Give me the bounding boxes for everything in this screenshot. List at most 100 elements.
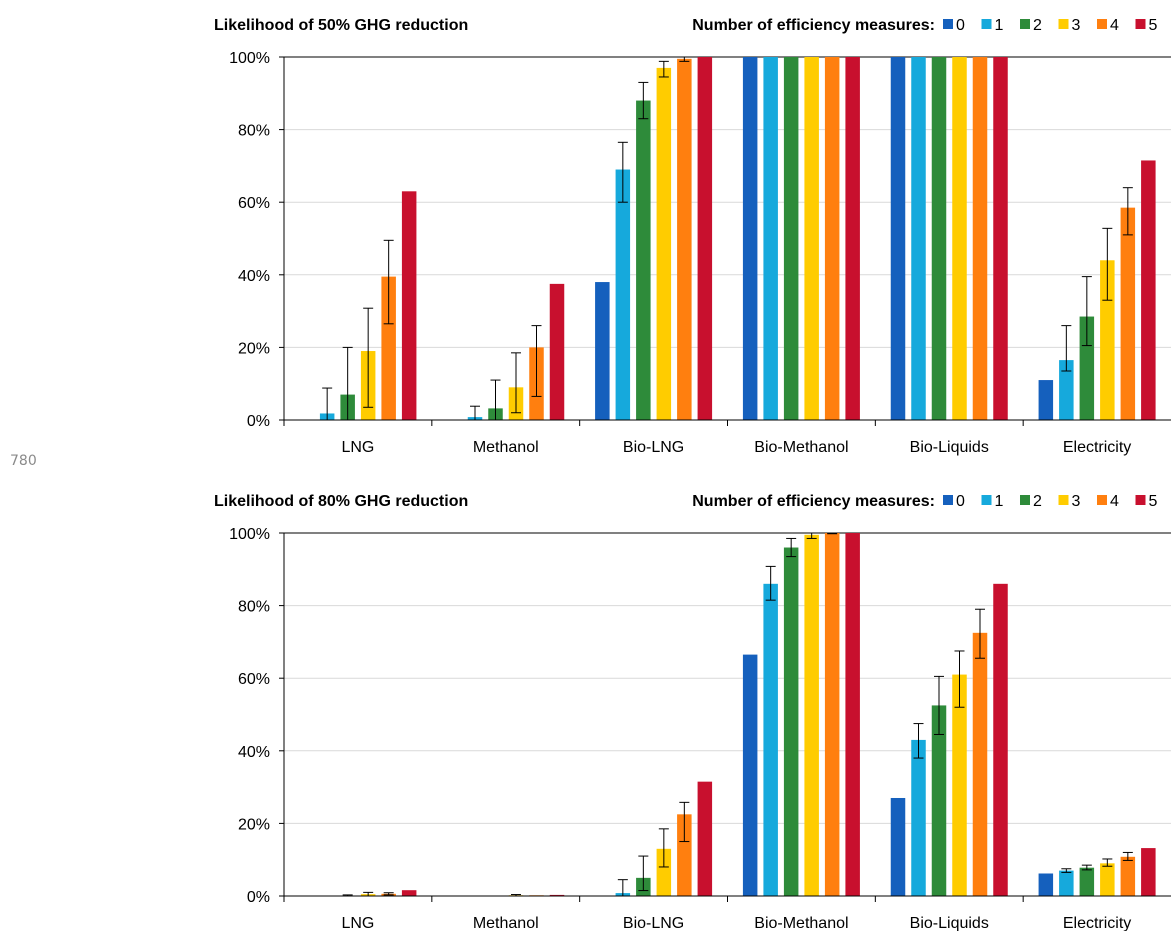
bar (742, 57, 758, 420)
bar (911, 57, 926, 420)
category-label: Bio-Methanol (754, 439, 848, 456)
chart-panel-1: Likelihood of 50% GHG reduction Number of… (214, 17, 1171, 456)
legend-swatch (1135, 19, 1146, 29)
legend-label: 5 (1149, 17, 1158, 34)
bar (615, 169, 631, 420)
category-label: LNG (341, 915, 374, 931)
legend-label: 2 (1033, 17, 1042, 34)
legend-label: 1 (995, 493, 1004, 510)
legend-swatch (943, 19, 953, 29)
bar (824, 533, 840, 896)
bar (1059, 360, 1074, 420)
legend-swatch (1135, 495, 1146, 505)
bar (677, 58, 692, 420)
legend-swatch (1020, 19, 1030, 29)
bar (697, 781, 713, 896)
bar (401, 890, 417, 896)
legend-label: 1 (995, 17, 1004, 34)
bar (804, 534, 819, 896)
category-label: Electricity (1063, 915, 1131, 931)
bar (1120, 207, 1136, 420)
bar (1120, 856, 1136, 896)
bar (824, 57, 840, 420)
legend-label: 3 (1072, 17, 1081, 34)
bar (845, 533, 860, 896)
bar (595, 282, 610, 420)
chart-title: Likelihood of 50% GHG reduction (214, 17, 468, 34)
legend-swatch (1020, 495, 1030, 505)
y-tick-label: 40% (238, 268, 270, 285)
bar (549, 283, 565, 420)
y-tick-label: 100% (229, 50, 270, 67)
bar (677, 814, 692, 896)
legend-title: Number of efficiency measures: (692, 17, 935, 34)
legend-label: 2 (1033, 493, 1042, 510)
bar (1059, 870, 1074, 896)
category-label: Bio-LNG (623, 915, 684, 931)
category-label: Bio-Liquids (910, 915, 989, 931)
y-tick-label: 100% (229, 526, 270, 543)
chart-panel-2: Likelihood of 80% GHG reduction Number of… (214, 493, 1171, 931)
category-label: Bio-Methanol (754, 915, 848, 931)
bar (636, 100, 651, 420)
y-tick-label: 0% (247, 413, 270, 430)
bar (911, 739, 926, 896)
legend-label: 4 (1110, 493, 1119, 510)
legend-swatch (1058, 19, 1069, 29)
legend-swatch (1097, 19, 1107, 29)
bar (783, 547, 799, 896)
bar (783, 57, 799, 420)
bar (401, 191, 417, 420)
bar (993, 57, 1008, 420)
bar (972, 57, 988, 420)
bar (742, 654, 758, 896)
bar (381, 276, 396, 420)
category-label: Methanol (473, 915, 539, 931)
y-tick-label: 80% (238, 123, 270, 140)
category-label: Bio-LNG (623, 439, 684, 456)
legend-swatch (943, 495, 953, 505)
chart-title: Likelihood of 80% GHG reduction (214, 493, 468, 510)
legend-swatch (981, 19, 992, 29)
legend-swatch (1097, 495, 1107, 505)
legend-swatch (1058, 495, 1069, 505)
bar (656, 67, 672, 420)
bar (1079, 316, 1095, 420)
bar (993, 583, 1008, 896)
category-label: Electricity (1063, 439, 1131, 456)
category-label: Methanol (473, 439, 539, 456)
legend-label: 0 (956, 493, 965, 510)
bar (952, 674, 967, 896)
bar (952, 57, 967, 420)
bar (763, 57, 778, 420)
y-tick-label: 60% (238, 195, 270, 212)
category-label: LNG (341, 439, 374, 456)
page-number: 780 (10, 453, 37, 469)
bar (656, 848, 672, 896)
y-tick-label: 20% (238, 816, 270, 833)
bar (890, 797, 906, 896)
y-tick-label: 0% (247, 889, 270, 906)
bar (1079, 867, 1095, 896)
bar (1141, 160, 1156, 420)
legend-label: 5 (1149, 493, 1158, 510)
bar (549, 894, 565, 896)
bar (890, 57, 906, 420)
bar (1038, 873, 1054, 896)
legend-title: Number of efficiency measures: (692, 493, 935, 510)
bar (1141, 848, 1156, 896)
bar (845, 57, 860, 420)
bar (804, 57, 819, 420)
bar (1100, 863, 1115, 896)
y-tick-label: 80% (238, 599, 270, 616)
y-tick-label: 20% (238, 340, 270, 357)
legend-label: 3 (1072, 493, 1081, 510)
legend-label: 0 (956, 17, 965, 34)
bar (931, 705, 947, 896)
bar (972, 632, 988, 896)
bar (763, 583, 778, 896)
category-label: Bio-Liquids (910, 439, 989, 456)
bar (1038, 380, 1054, 420)
legend-swatch (981, 495, 992, 505)
